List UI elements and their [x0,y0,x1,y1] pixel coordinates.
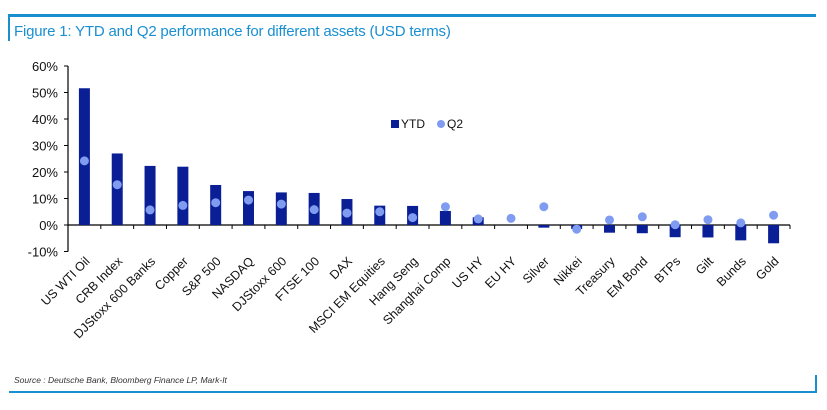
ytd-bar [177,166,189,225]
q2-dot [440,202,450,212]
x-tick-label: Silver [520,254,552,286]
bottom-rule [9,391,817,393]
q2-dot [244,195,253,205]
ytd-bars [78,88,780,244]
y-tick-label: -10% [28,245,59,260]
top-rule [8,14,816,17]
q2-dot [736,218,746,228]
q2-dot [506,213,516,223]
x-axis [67,224,791,229]
x-tick-label: Bunds [714,254,749,289]
q2-dot [211,198,221,208]
q2-dot [637,212,647,222]
ytd-bar [111,153,123,225]
q2-dot [572,224,582,234]
ytd-bar [275,192,287,225]
y-tick-label: 30% [32,139,58,154]
q2-dot [112,180,122,190]
q2-dot [670,220,680,230]
y-tick-label: 10% [32,192,58,207]
source-note: Source : Deutsche Bank, Bloomberg Financ… [14,375,227,385]
right-rule [815,375,817,393]
legend-ytd-label: YTD [401,117,425,131]
chart-title: Figure 1: YTD and Q2 performance for dif… [14,23,451,40]
ytd-bar [636,225,648,234]
q2-dot [375,207,385,217]
ytd-bar [768,225,780,244]
left-rule [8,14,10,41]
x-tick-label: BTPs [652,254,684,286]
ytd-bar [439,210,451,225]
q2-dot [703,215,713,225]
ytd-bar [702,225,714,238]
ytd-bar [735,225,747,241]
ytd-bar [243,191,254,225]
q2-dot [473,214,483,224]
ytd-bar [144,165,156,225]
q2-dots [79,156,779,234]
y-tick-label: 0% [39,218,58,233]
q2-dot [309,205,319,215]
y-tick-label: 50% [32,86,58,101]
q2-dot [408,213,418,223]
q2-dot [342,208,352,218]
q2-dot [79,156,89,166]
q2-dot [769,210,779,220]
q2-dot [605,215,614,225]
q2-dot [178,200,188,210]
legend-q2-swatch [437,120,445,128]
legend-ytd-swatch [391,120,399,128]
x-tick-label: Gilt [693,254,717,278]
x-tick-label: DAX [327,254,356,283]
y-tick-label: 60% [32,59,58,74]
legend-q2-label: Q2 [447,117,463,131]
q2-dot [539,202,549,212]
q2-dot [276,199,286,209]
ytd-bar [669,225,681,238]
q2-dot [145,205,155,215]
y-axis: -10% 0% 10% 20% 30% 40% 50% 60% [28,59,69,260]
ytd-bar [604,225,615,233]
x-tick-label: EU HY [482,254,519,291]
x-tick-label: Gold [753,254,782,283]
y-tick-label: 20% [32,165,58,180]
ytd-bar [538,225,550,228]
legend: YTD Q2 [391,117,463,131]
x-tick-label: US HY [449,254,486,291]
y-tick-label: 40% [32,112,58,127]
